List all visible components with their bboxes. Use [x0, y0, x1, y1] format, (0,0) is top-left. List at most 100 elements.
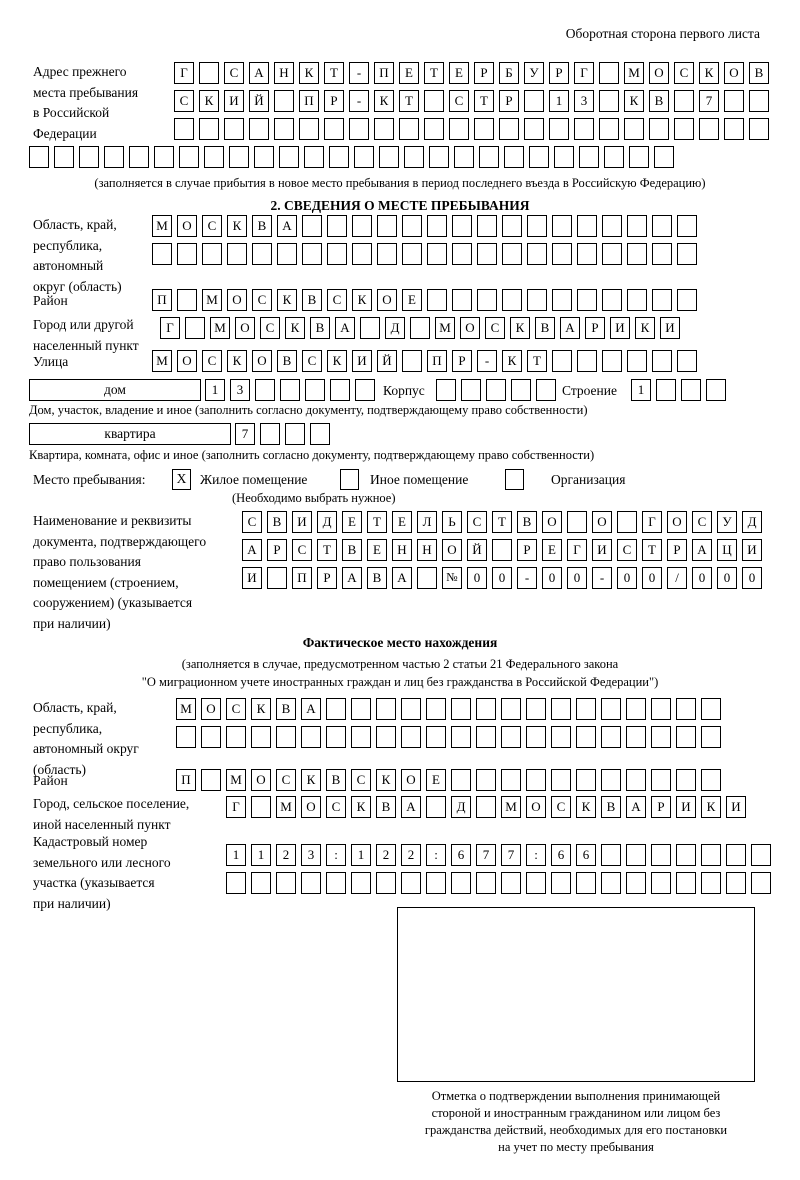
form-cell[interactable] [526, 698, 546, 720]
form-cell[interactable] [749, 90, 769, 112]
form-cell[interactable]: Е [367, 539, 387, 561]
form-cell[interactable]: К [351, 796, 371, 818]
form-cell[interactable] [602, 243, 622, 265]
form-cell[interactable] [602, 215, 622, 237]
form-cell[interactable] [476, 726, 496, 748]
form-cell[interactable]: П [152, 289, 172, 311]
form-cell[interactable]: К [352, 289, 372, 311]
form-cell[interactable] [501, 698, 521, 720]
form-cell[interactable] [452, 289, 472, 311]
form-cell[interactable] [199, 62, 219, 84]
form-cell[interactable]: О [201, 698, 221, 720]
form-cell[interactable]: А [626, 796, 646, 818]
form-cell[interactable]: М [226, 769, 246, 791]
form-cell[interactable] [677, 350, 697, 372]
form-cell[interactable] [252, 243, 272, 265]
form-cell[interactable]: Т [399, 90, 419, 112]
form-cell[interactable]: Р [267, 539, 287, 561]
form-cell[interactable] [652, 289, 672, 311]
form-cell[interactable]: М [210, 317, 230, 339]
form-cell[interactable]: - [349, 62, 369, 84]
form-cell[interactable] [376, 872, 396, 894]
confirmation-stamp-box[interactable] [397, 907, 755, 1082]
form-cell[interactable]: С [242, 511, 262, 533]
form-cell[interactable]: 3 [301, 844, 321, 866]
form-cell[interactable] [477, 215, 497, 237]
form-cell[interactable]: Е [449, 62, 469, 84]
form-cell[interactable] [527, 243, 547, 265]
form-cell[interactable]: О [377, 289, 397, 311]
form-cell[interactable] [449, 118, 469, 140]
form-cell[interactable]: 0 [617, 567, 637, 589]
form-cell[interactable]: М [176, 698, 196, 720]
form-cell[interactable] [649, 118, 669, 140]
form-cell[interactable]: В [367, 567, 387, 589]
form-cell[interactable]: Е [342, 511, 362, 533]
form-cell[interactable] [204, 146, 224, 168]
form-cell[interactable] [701, 726, 721, 748]
form-cell[interactable] [260, 423, 280, 445]
form-cell[interactable]: Ц [717, 539, 737, 561]
form-cell[interactable] [749, 118, 769, 140]
form-cell[interactable]: Г [160, 317, 180, 339]
form-cell[interactable]: И [224, 90, 244, 112]
form-cell[interactable]: М [435, 317, 455, 339]
form-cell[interactable]: И [726, 796, 746, 818]
form-cell[interactable]: Т [474, 90, 494, 112]
form-cell[interactable]: П [299, 90, 319, 112]
form-cell[interactable]: О [235, 317, 255, 339]
form-cell[interactable] [576, 872, 596, 894]
form-cell[interactable]: К [327, 350, 347, 372]
form-cell[interactable] [349, 118, 369, 140]
form-cell[interactable]: 0 [492, 567, 512, 589]
form-cell[interactable] [279, 146, 299, 168]
form-cell[interactable] [726, 872, 746, 894]
form-cell[interactable]: Р [667, 539, 687, 561]
stay-place-checkbox-organization[interactable] [505, 469, 524, 490]
form-cell[interactable] [681, 379, 701, 401]
form-cell[interactable] [486, 379, 506, 401]
form-cell[interactable]: О [301, 796, 321, 818]
form-cell[interactable]: О [592, 511, 612, 533]
form-cell[interactable] [330, 379, 350, 401]
form-cell[interactable] [726, 844, 746, 866]
form-cell[interactable] [552, 215, 572, 237]
form-cell[interactable] [674, 90, 694, 112]
form-cell[interactable]: С [292, 539, 312, 561]
form-cell[interactable] [351, 872, 371, 894]
form-cell[interactable] [354, 146, 374, 168]
form-cell[interactable]: К [301, 769, 321, 791]
form-cell[interactable] [424, 118, 444, 140]
form-cell[interactable]: В [376, 796, 396, 818]
form-cell[interactable]: 1 [631, 379, 651, 401]
form-cell[interactable] [355, 379, 375, 401]
form-cell[interactable]: В [310, 317, 330, 339]
form-cell[interactable] [677, 243, 697, 265]
form-cell[interactable]: А [560, 317, 580, 339]
form-cell[interactable] [280, 379, 300, 401]
form-cell[interactable] [410, 317, 430, 339]
form-cell[interactable]: С [224, 62, 244, 84]
form-cell[interactable] [577, 215, 597, 237]
form-cell[interactable]: Р [549, 62, 569, 84]
actual-region-row[interactable] [176, 726, 721, 748]
form-cell[interactable] [476, 796, 496, 818]
form-cell[interactable] [427, 243, 447, 265]
form-cell[interactable] [601, 844, 621, 866]
form-cell[interactable] [29, 146, 49, 168]
form-cell[interactable]: Р [499, 90, 519, 112]
form-cell[interactable] [152, 243, 172, 265]
form-cell[interactable] [552, 243, 572, 265]
form-cell[interactable]: Т [492, 511, 512, 533]
form-cell[interactable] [751, 844, 771, 866]
stay-place-checkbox-other[interactable] [340, 469, 359, 490]
form-cell[interactable] [452, 243, 472, 265]
form-cell[interactable] [701, 769, 721, 791]
form-cell[interactable]: С [551, 796, 571, 818]
form-cell[interactable] [427, 289, 447, 311]
form-cell[interactable] [436, 379, 456, 401]
form-cell[interactable] [276, 872, 296, 894]
form-cell[interactable]: 1 [226, 844, 246, 866]
form-cell[interactable]: О [227, 289, 247, 311]
